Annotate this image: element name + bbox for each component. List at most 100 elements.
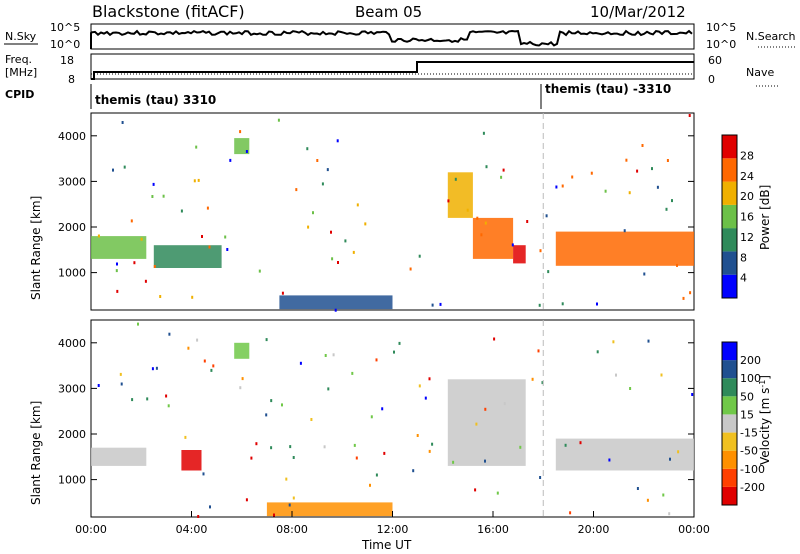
velocity-point xyxy=(137,322,139,326)
velocity-colorbar-tick: -50 xyxy=(740,445,758,458)
x-tick-label: 08:00 xyxy=(276,523,308,536)
power-point xyxy=(666,159,669,162)
velocity-point xyxy=(539,476,542,479)
power-point xyxy=(191,295,194,299)
power-colorbar-swatch xyxy=(722,204,737,229)
velocity-colorbar-swatch xyxy=(722,414,737,433)
power-point xyxy=(130,219,133,223)
power-region-3 xyxy=(447,172,473,218)
velocity-point xyxy=(197,515,200,518)
velocity-point xyxy=(677,450,680,454)
velocity-point xyxy=(383,451,386,455)
power-point xyxy=(665,207,668,211)
power-colorbar-tick: 16 xyxy=(740,211,754,224)
power-point xyxy=(115,269,118,273)
cpid-strip: themis (tau) 3310 themis (tau) -3310 xyxy=(90,82,671,109)
power-point xyxy=(206,206,209,210)
x-tick-label: 00:00 xyxy=(75,523,107,536)
velocity-point xyxy=(428,449,431,453)
power-y-ticks: 4000 3000 2000 1000 xyxy=(58,130,694,280)
velocity-point xyxy=(270,446,273,450)
velocity-point xyxy=(412,469,415,473)
station-title: Blackstone (fitACF) xyxy=(92,2,245,21)
power-colorbar-swatch xyxy=(722,135,737,159)
velocity-point xyxy=(647,339,650,343)
velocity-x-ticks: 00:00 04:00 08:00 12:00 16:00 20:00 00:00 xyxy=(75,511,710,536)
power-point xyxy=(539,249,542,253)
power-point xyxy=(555,185,558,189)
velocity-point xyxy=(167,404,170,408)
velocity-point xyxy=(255,442,258,446)
date-title: 10/Mar/2012 xyxy=(590,3,686,21)
freq-tick-high: 18 xyxy=(60,54,74,67)
velocity-point xyxy=(299,361,302,365)
power-point xyxy=(484,221,487,225)
velocity-point xyxy=(369,483,371,487)
noise-right-tick-high: 10^5 xyxy=(706,21,736,34)
power-point xyxy=(195,145,198,149)
power-point xyxy=(431,303,434,307)
velocity-region-0 xyxy=(91,447,147,466)
velocity-point xyxy=(569,511,572,515)
velocity-point xyxy=(416,434,419,437)
power-point xyxy=(511,243,514,247)
velocity-point xyxy=(662,493,665,497)
velocity-point xyxy=(250,456,253,460)
velocity-y-ticks: 4000 3000 2000 1000 xyxy=(58,337,694,487)
power-point xyxy=(409,267,412,271)
y-tick-label: 1000 xyxy=(58,474,86,487)
power-point xyxy=(144,279,147,283)
velocity-colorbar-tick: 100 xyxy=(740,372,761,385)
power-point xyxy=(625,158,628,162)
velocity-colorbar-tick: 200 xyxy=(740,354,761,367)
power-point xyxy=(688,114,691,117)
velocity-point xyxy=(265,413,268,417)
power-point xyxy=(277,118,280,122)
power-point xyxy=(480,233,483,237)
power-point xyxy=(258,269,261,273)
power-colorbar-tick: 24 xyxy=(740,170,754,183)
power-colorbar-tick: 8 xyxy=(740,251,747,264)
velocity-point xyxy=(241,377,244,381)
y-tick-label: 1000 xyxy=(58,267,86,280)
power-point xyxy=(116,262,118,266)
power-point xyxy=(643,272,646,276)
power-point xyxy=(538,303,541,307)
velocity-point xyxy=(165,394,168,398)
power-region-2 xyxy=(234,138,250,155)
velocity-colorbar-swatch xyxy=(722,342,737,361)
power-point xyxy=(682,296,685,300)
power-region-7 xyxy=(279,295,393,310)
velocity-point xyxy=(310,418,313,421)
power-point xyxy=(596,302,598,306)
velocity-point xyxy=(370,415,373,419)
power-point xyxy=(321,182,324,186)
power-point xyxy=(454,177,457,181)
velocity-point xyxy=(418,384,421,388)
velocity-colorbar-swatch xyxy=(722,450,737,469)
velocity-point xyxy=(431,442,434,446)
noise-left-label: N.Sky xyxy=(5,30,37,43)
velocity-colorbar-tick: -15 xyxy=(740,427,758,440)
power-point xyxy=(337,261,339,264)
x-tick-label: 20:00 xyxy=(578,523,610,536)
power-point xyxy=(312,211,314,215)
velocity-region-4 xyxy=(555,438,694,471)
velocity-point xyxy=(541,381,544,385)
velocity-point xyxy=(424,396,427,400)
velocity-point xyxy=(668,512,671,516)
power-point xyxy=(201,235,203,238)
power-colorbar-swatch xyxy=(722,251,737,275)
power-colorbar-tick: 20 xyxy=(740,190,754,203)
power-point xyxy=(651,167,653,171)
velocity-point xyxy=(537,349,540,353)
power-point xyxy=(636,169,639,173)
velocity-point xyxy=(281,403,283,407)
noise-left-tick-high: 10^5 xyxy=(50,21,80,34)
velocity-point xyxy=(608,458,611,462)
power-point xyxy=(466,208,469,212)
power-point xyxy=(656,185,659,189)
power-point xyxy=(245,150,248,153)
x-tick-label: 12:00 xyxy=(377,523,409,536)
power-point xyxy=(229,158,232,162)
